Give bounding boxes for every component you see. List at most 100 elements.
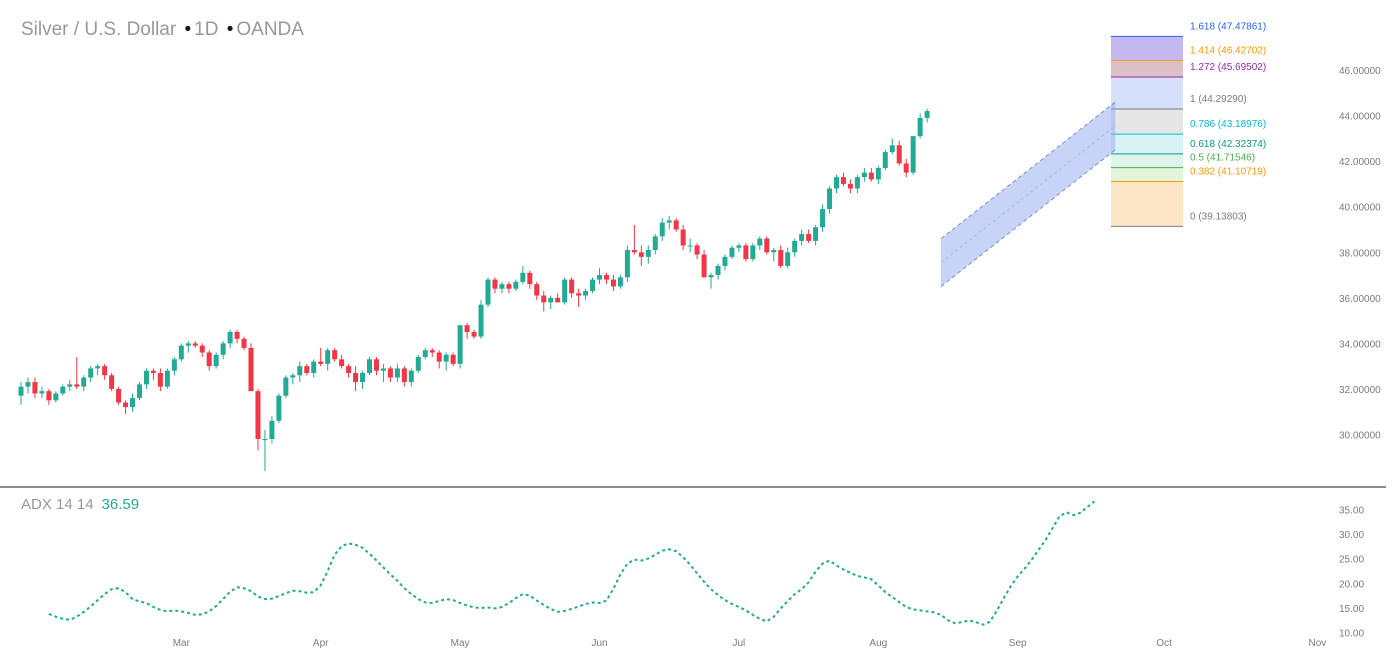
candle-body xyxy=(478,304,484,337)
candle-body xyxy=(109,375,115,389)
candle xyxy=(199,343,205,358)
candle-body xyxy=(171,359,177,371)
candle xyxy=(520,265,526,285)
candle xyxy=(555,293,561,303)
candle xyxy=(917,113,923,139)
candle xyxy=(743,243,749,262)
time-tick-label: Nov xyxy=(1309,638,1327,649)
source-label: OANDA xyxy=(236,19,304,40)
channel-upper-line xyxy=(940,101,1116,240)
candle xyxy=(109,372,115,392)
candle xyxy=(394,363,400,383)
candle xyxy=(583,288,589,301)
time-axis[interactable]: Mar Apr May Jun Jul Aug Sep Oct Nov xyxy=(173,638,1327,649)
candle xyxy=(785,247,791,269)
candle xyxy=(778,245,784,269)
title-separator: • xyxy=(226,19,234,40)
adx-line xyxy=(48,500,1096,626)
price-tick-label: 40.00000 xyxy=(1339,203,1381,214)
candle-body xyxy=(652,236,658,250)
candle-body xyxy=(297,366,303,376)
candle-body xyxy=(764,238,770,253)
fib-zone xyxy=(1111,60,1183,78)
candle xyxy=(248,343,254,392)
fib-level-label: 1 (44.29290) xyxy=(1190,94,1247,105)
candle xyxy=(457,325,463,369)
candle-body xyxy=(123,402,129,408)
candle-body xyxy=(192,343,198,346)
candle xyxy=(771,247,777,262)
candle-body xyxy=(813,227,819,241)
candle-body xyxy=(283,377,289,396)
candle-body xyxy=(32,382,38,394)
candle xyxy=(360,370,366,389)
candle xyxy=(415,354,421,373)
adx-name: ADX 14 14 xyxy=(21,496,94,513)
candle xyxy=(645,245,651,264)
candle xyxy=(276,393,282,424)
candle-body xyxy=(736,245,742,248)
candle-body xyxy=(631,250,637,253)
candle-body xyxy=(868,172,874,180)
time-tick-label: Jun xyxy=(591,638,607,649)
candle xyxy=(840,172,846,187)
candle-body xyxy=(792,240,798,253)
chart-title: Silver / U.S. Dollar • 1D • OANDA xyxy=(21,19,304,41)
candle xyxy=(241,336,247,351)
candle-body xyxy=(785,252,791,266)
candle-body xyxy=(360,372,366,383)
candle xyxy=(339,354,345,369)
time-tick-label: Oct xyxy=(1156,638,1172,649)
candle xyxy=(820,204,826,232)
candle xyxy=(262,429,268,471)
candle xyxy=(311,359,317,378)
candle xyxy=(806,229,812,244)
candle xyxy=(39,386,45,399)
candle-body xyxy=(325,350,331,364)
candle xyxy=(638,245,644,266)
candle xyxy=(283,375,289,399)
candle xyxy=(513,279,519,291)
adx-tick-label: 20.00 xyxy=(1339,579,1364,590)
price-tick-label: 46.00000 xyxy=(1339,66,1381,77)
candle xyxy=(534,281,540,301)
candle xyxy=(213,352,219,369)
candle xyxy=(617,275,623,289)
candle xyxy=(610,275,616,291)
candle xyxy=(178,343,184,362)
candle-body xyxy=(854,177,860,189)
adx-tick-label: 25.00 xyxy=(1339,555,1364,566)
candle xyxy=(81,375,87,392)
candle-body xyxy=(436,352,442,362)
candle-body xyxy=(680,229,686,246)
candle-body xyxy=(53,393,59,401)
candle-body xyxy=(659,222,665,237)
candle-body xyxy=(882,152,888,169)
candle xyxy=(53,391,59,403)
price-axis[interactable]: 30.00000 32.00000 34.00000 36.00000 38.00000… xyxy=(1339,66,1381,441)
candle-body xyxy=(220,343,226,355)
candle-body xyxy=(248,347,254,392)
candle-body xyxy=(541,295,547,303)
adx-series-line xyxy=(48,500,1096,626)
candle-body xyxy=(290,375,296,378)
candle xyxy=(652,234,658,255)
candle-body xyxy=(827,188,833,210)
adx-axis[interactable]: 10.00 15.00 20.00 25.00 30.00 35.00 xyxy=(1339,505,1364,639)
price-tick-label: 32.00000 xyxy=(1339,385,1381,396)
candle xyxy=(255,388,261,451)
candle xyxy=(464,322,470,339)
candle-body xyxy=(234,331,240,339)
candle xyxy=(569,277,575,298)
candle-body xyxy=(95,366,101,369)
candle-body xyxy=(143,370,149,385)
candle xyxy=(506,281,512,294)
price-tick-label: 44.00000 xyxy=(1339,112,1381,123)
candle xyxy=(429,347,435,358)
candle-body xyxy=(116,388,122,403)
adx-legend: ADX 14 14 36.59 xyxy=(21,496,139,513)
candle xyxy=(527,270,533,289)
candle-body xyxy=(833,177,839,189)
candle xyxy=(736,243,742,253)
